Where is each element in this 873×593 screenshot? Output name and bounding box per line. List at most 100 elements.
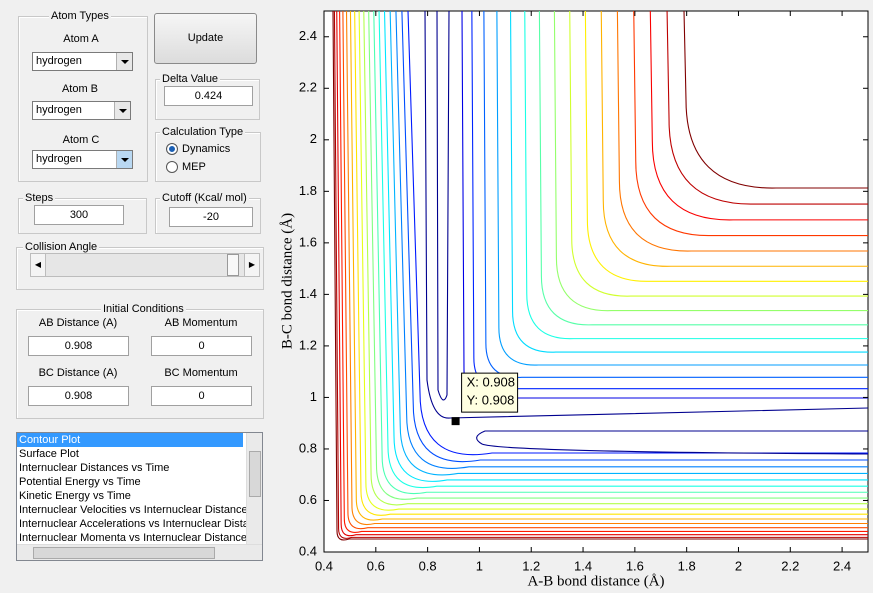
- scroll-thumb[interactable]: [33, 547, 215, 559]
- list-item[interactable]: Internuclear Distances vs Time: [19, 462, 170, 474]
- atom-a-dropdown[interactable]: hydrogen: [32, 52, 133, 71]
- atom-b-dropdown[interactable]: hydrogen: [32, 101, 131, 120]
- y-tick-label: 1.6: [299, 234, 317, 249]
- contour-line: [407, 11, 868, 456]
- contour-line: [354, 11, 868, 516]
- contour-line: [345, 11, 868, 526]
- group-title: Atom Types: [49, 10, 111, 22]
- group-title: Delta Value: [160, 73, 221, 85]
- ab-distance-input[interactable]: 0.908: [28, 336, 129, 356]
- x-tick-label: 1.2: [522, 558, 540, 573]
- list-item[interactable]: Internuclear Momenta vs Internuclear Dis…: [19, 532, 253, 544]
- steps-input[interactable]: 300: [34, 205, 124, 225]
- contour-line: [333, 11, 868, 539]
- list-item[interactable]: Kinetic Energy vs Time: [19, 490, 131, 502]
- contour-line: [349, 11, 868, 521]
- group-title: Collision Angle: [23, 241, 100, 253]
- delta-input[interactable]: 0.424: [164, 86, 253, 106]
- contour-line: [683, 11, 868, 189]
- contour-line: [342, 11, 868, 530]
- button-label: Update: [187, 32, 224, 44]
- x-tick-label: 2.2: [781, 558, 799, 573]
- label: Atom C: [62, 134, 100, 146]
- contour-line: [569, 11, 868, 297]
- contour-line: [373, 11, 868, 494]
- contour-line: [616, 11, 868, 252]
- vertical-scrollbar[interactable]: [246, 433, 262, 544]
- slider-thumb[interactable]: [227, 254, 239, 276]
- dropdown-arrow[interactable]: [114, 102, 130, 119]
- x-tick-label: 2.4: [833, 558, 851, 573]
- x-tick-label: 1.4: [574, 558, 592, 573]
- label: BC Distance (A): [38, 367, 118, 379]
- x-tick-label: 0.6: [367, 558, 385, 573]
- contour-line: [368, 11, 868, 500]
- delta-group: Delta Value: [155, 73, 260, 120]
- y-tick-label: 0.8: [299, 440, 317, 455]
- plot-area: [323, 10, 869, 553]
- dropdown-arrow[interactable]: [116, 151, 132, 168]
- y-tick-label: 2.2: [299, 80, 317, 95]
- data-tip: [461, 372, 519, 413]
- x-tick-label: 1: [476, 558, 483, 573]
- y-axis-label: B-C bond distance (Å): [279, 213, 295, 349]
- list-item[interactable]: Internuclear Velocities vs Internuclear …: [19, 504, 254, 516]
- radio-mep[interactable]: [166, 161, 178, 173]
- contour-line: [383, 11, 868, 482]
- bc-distance-input[interactable]: 0.908: [28, 386, 129, 406]
- radio-label: MEP: [182, 161, 206, 173]
- initial-conditions-group: Initial Conditions: [16, 303, 264, 419]
- data-point: [451, 417, 460, 426]
- contour-line: [378, 11, 868, 488]
- y-tick-label: 0.6: [299, 492, 317, 507]
- list-item[interactable]: Internuclear Accelerations vs Internucle…: [19, 518, 263, 530]
- label: AB Momentum: [164, 317, 238, 329]
- contour-line: [389, 11, 868, 476]
- plot-listbox[interactable]: Contour Plot Surface Plot Internuclear Dis…: [16, 432, 263, 561]
- angle-slider[interactable]: ◀ ▶: [30, 253, 260, 277]
- y-tick-label: 2.4: [299, 28, 317, 43]
- atom-c-dropdown[interactable]: hydrogen: [32, 150, 133, 169]
- group-title: Calculation Type: [160, 126, 246, 138]
- x-tick-label: 1.6: [626, 558, 644, 573]
- contour-line: [424, 11, 868, 419]
- radio-dynamics[interactable]: [166, 143, 178, 155]
- horizontal-scrollbar[interactable]: [17, 544, 262, 560]
- list-item[interactable]: Surface Plot: [19, 448, 79, 460]
- x-tick-label: 2: [735, 558, 742, 573]
- contour-line: [538, 11, 868, 326]
- contour-line: [666, 11, 868, 205]
- collision-angle-group: Collision Angle: [16, 241, 264, 290]
- group-title: Steps: [23, 192, 56, 204]
- x-tick-label: 1.8: [678, 558, 696, 573]
- x-tick-label: 0.4: [315, 558, 333, 573]
- label: Atom B: [61, 83, 99, 95]
- slider-right-arrow[interactable]: ▶: [244, 254, 259, 276]
- list-item[interactable]: Contour Plot: [17, 433, 243, 447]
- contour-line: [358, 11, 868, 511]
- group-title: Initial Conditions: [101, 303, 186, 315]
- contour-line: [496, 11, 868, 366]
- contour-line: [436, 11, 450, 401]
- cutoff-input[interactable]: -20: [169, 207, 253, 227]
- slider-left-arrow[interactable]: ◀: [31, 254, 46, 276]
- contour-line: [476, 430, 868, 455]
- dropdown-arrow[interactable]: [116, 53, 132, 70]
- update-button[interactable]: Update: [154, 13, 257, 64]
- y-tick-label: 1.4: [299, 286, 317, 301]
- calc-type-group: Calculation Type: [155, 126, 261, 182]
- scroll-thumb[interactable]: [249, 451, 261, 497]
- contour-line: [401, 11, 868, 463]
- group-title: Cutoff (Kcal/ mol): [160, 192, 249, 204]
- contour-line: [524, 11, 868, 340]
- contour-line: [584, 11, 868, 282]
- ab-momentum-input[interactable]: 0: [151, 336, 252, 356]
- contour-line: [649, 11, 868, 221]
- label: BC Momentum: [164, 367, 238, 379]
- list-item[interactable]: Potential Energy vs Time: [19, 476, 141, 488]
- contour-line: [633, 11, 868, 237]
- bc-momentum-input[interactable]: 0: [151, 386, 252, 406]
- dropdown-value: hydrogen: [36, 104, 82, 116]
- y-tick-label: 1.2: [299, 337, 317, 352]
